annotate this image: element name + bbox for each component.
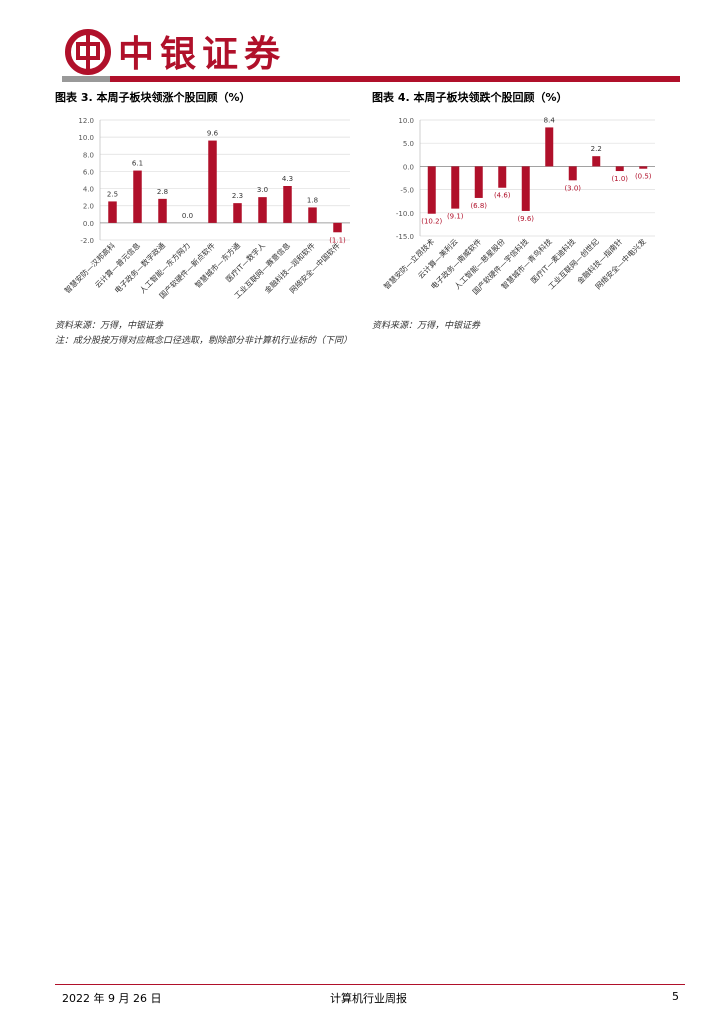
y-tick-label: 5.0 <box>403 140 414 148</box>
data-label: 9.6 <box>207 130 219 138</box>
data-label: (1.0) <box>611 175 628 183</box>
bar <box>451 166 460 209</box>
data-label: 2.8 <box>157 188 168 196</box>
data-label: (1.1) <box>329 236 346 244</box>
y-tick-label: 2.0 <box>83 203 94 211</box>
y-tick-label: -10.0 <box>396 210 414 218</box>
bar <box>498 166 507 188</box>
bar <box>133 170 142 223</box>
x-tick-label: 云计算—普元信息 <box>92 240 142 290</box>
data-label: 3.0 <box>257 186 268 194</box>
data-label: (6.8) <box>470 202 487 210</box>
bar <box>258 197 267 223</box>
bar <box>233 203 242 223</box>
data-label: 6.1 <box>132 160 143 168</box>
footer-date: 2022 年 9 月 26 日 <box>62 992 162 1005</box>
data-label: (3.0) <box>564 184 581 192</box>
bar <box>108 201 117 223</box>
bar <box>427 166 436 214</box>
data-label: (0.5) <box>635 173 652 181</box>
bar <box>545 127 554 167</box>
data-label: (9.6) <box>517 215 534 223</box>
bar <box>158 198 167 223</box>
y-tick-label: 6.0 <box>83 168 94 176</box>
y-tick-label: 12.0 <box>78 117 94 125</box>
y-tick-label: 0.0 <box>403 163 414 171</box>
y-tick-label: -2.0 <box>80 237 94 245</box>
bar <box>639 166 648 169</box>
data-label: 4.3 <box>282 175 293 183</box>
y-tick-label: -15.0 <box>396 233 414 241</box>
bar <box>308 207 317 223</box>
header-rule-gray <box>62 76 110 82</box>
brand: 中银证券 <box>118 33 286 75</box>
bar <box>592 156 601 167</box>
data-label: (9.1) <box>447 213 464 221</box>
logo <box>65 29 111 75</box>
footer-report: 计算机行业周报 <box>330 992 407 1005</box>
bar <box>568 166 577 181</box>
data-label: 0.0 <box>182 212 193 220</box>
y-tick-label: 0.0 <box>83 220 94 228</box>
data-label: 2.2 <box>591 145 602 153</box>
source: 资料来源：万得，中银证券 <box>372 321 481 331</box>
data-label: 8.4 <box>544 116 556 124</box>
y-tick-label: 10.0 <box>78 134 94 142</box>
header-rule-red <box>110 76 680 82</box>
x-tick-label: 智慧城市—东方通 <box>192 240 242 290</box>
header: 中银证券 <box>62 29 680 82</box>
y-tick-label: 10.0 <box>398 117 414 125</box>
bar <box>615 166 624 172</box>
charts: 图表 3. 本周子板块领涨个股回顾（%） -2.0 0.0 2.0 4.0 6.0 8.0 1… <box>55 90 655 300</box>
data-label: 2.3 <box>232 192 243 200</box>
footer-rule <box>55 984 685 985</box>
data-label: (10.2) <box>421 218 442 226</box>
bar <box>283 186 292 223</box>
source: 资料来源：万得，中银证券 <box>55 321 164 331</box>
y-tick-label: -5.0 <box>400 187 414 195</box>
bar <box>521 166 530 211</box>
page-number: 5 <box>672 990 679 1003</box>
note: 注：成分股按万得对应概念口径选取，剔除部分非计算机行业标的（下同） <box>55 336 353 346</box>
y-tick-label: 8.0 <box>83 151 94 159</box>
x-tick-label: 云计算—美利云 <box>415 236 460 281</box>
data-label: 1.8 <box>307 196 318 204</box>
data-label: (4.6) <box>494 192 511 200</box>
chart-title: 图表 3. 本周子板块领涨个股回顾（%） <box>55 90 251 104</box>
y-tick-label: 4.0 <box>83 186 94 194</box>
chart-title: 图表 4. 本周子板块领跌个股回顾（%） <box>372 90 568 104</box>
bar <box>208 140 217 223</box>
bar <box>474 166 483 198</box>
data-label: 2.5 <box>107 190 118 198</box>
bar <box>333 222 342 233</box>
